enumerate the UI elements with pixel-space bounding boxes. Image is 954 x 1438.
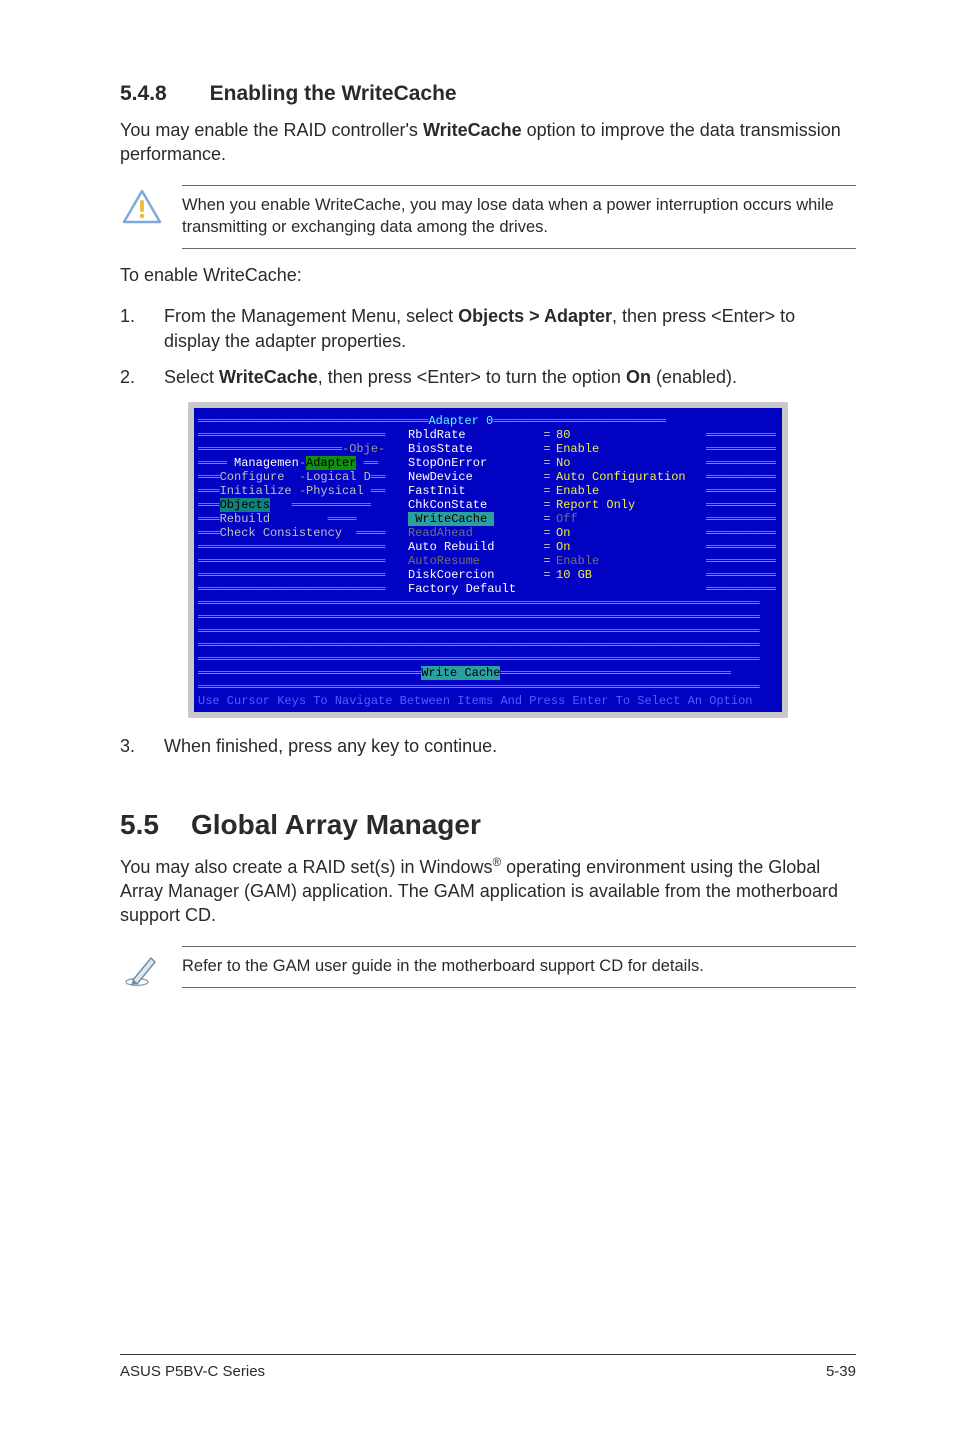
step-3: 3.When finished, press any key to contin… xyxy=(120,736,856,757)
subsection-number: 5.4.8 xyxy=(120,82,167,105)
section-heading: 5.5 Global Array Manager xyxy=(120,809,856,841)
warning-text: When you enable WriteCache, you may lose… xyxy=(182,194,856,239)
step-2: 2.Select WriteCache, then press <Enter> … xyxy=(120,365,856,390)
pencil-note-icon xyxy=(120,946,164,988)
section-body: You may also create a RAID set(s) in Win… xyxy=(120,855,856,928)
footer-right: 5-39 xyxy=(826,1363,856,1380)
subsection-title: Enabling the WriteCache xyxy=(210,82,457,105)
section-number: 5.5 xyxy=(120,809,159,841)
warning-callout: When you enable WriteCache, you may lose… xyxy=(120,185,856,250)
note-text: Refer to the GAM user guide in the mothe… xyxy=(182,955,856,977)
bios-screenshot: ════════════════════════════════ Adapter… xyxy=(188,402,788,718)
caution-triangle-icon xyxy=(120,185,164,225)
procedure-lead: To enable WriteCache: xyxy=(120,265,856,286)
footer-left: ASUS P5BV-C Series xyxy=(120,1363,265,1380)
section-title: Global Array Manager xyxy=(191,809,481,841)
subsection-heading: 5.4.8 Enabling the WriteCache xyxy=(120,82,856,106)
steps-list: 1.From the Management Menu, select Objec… xyxy=(120,304,856,390)
note-callout: Refer to the GAM user guide in the mothe… xyxy=(120,946,856,988)
intro-paragraph: You may enable the RAID controller's Wri… xyxy=(120,118,856,167)
step-1: 1.From the Management Menu, select Objec… xyxy=(120,304,856,354)
page-footer: ASUS P5BV-C Series 5-39 xyxy=(120,1354,856,1380)
